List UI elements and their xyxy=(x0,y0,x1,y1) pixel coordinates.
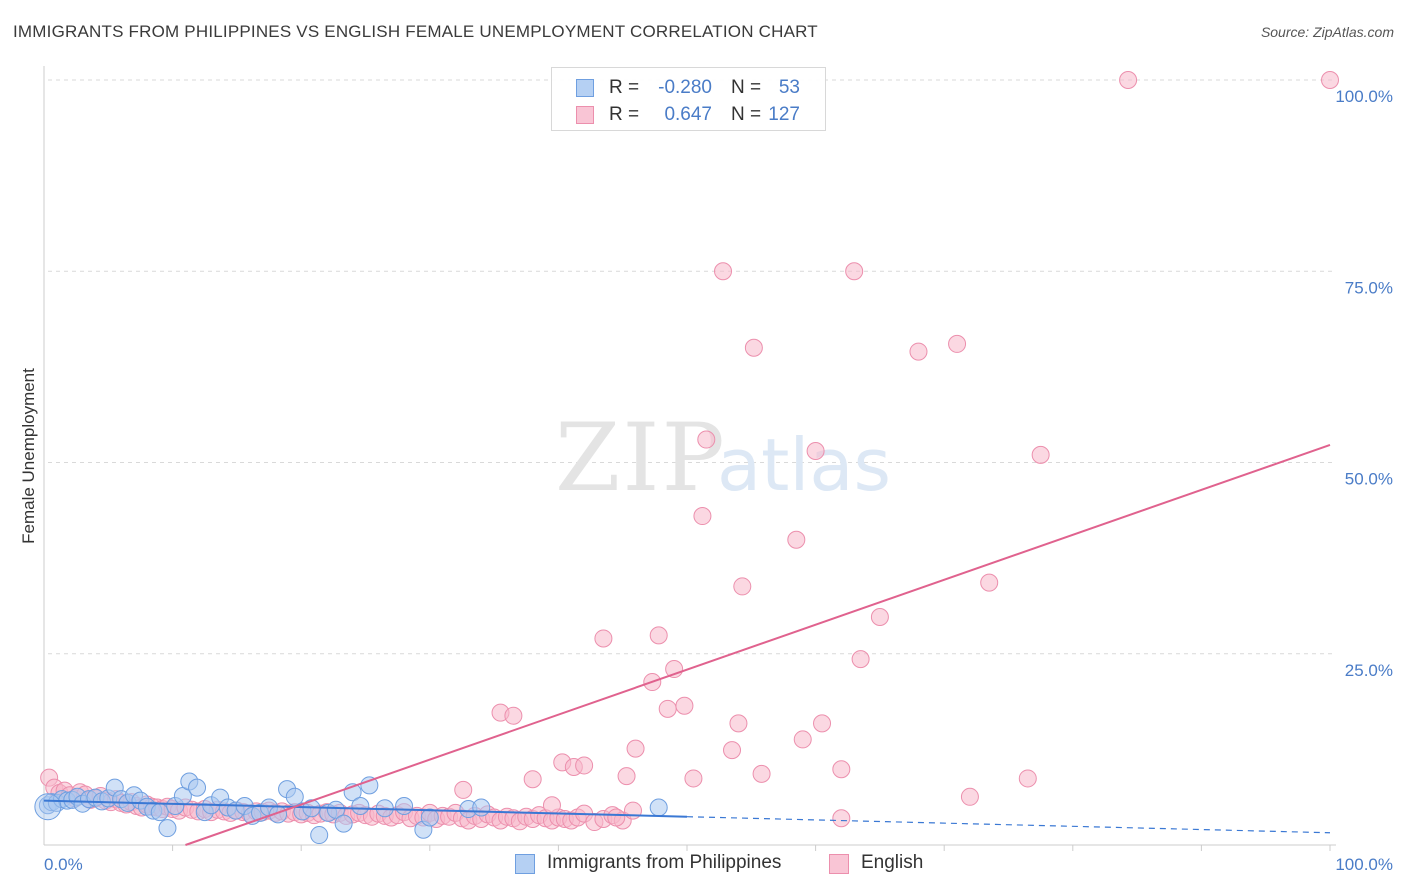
english-point xyxy=(607,808,626,827)
english-legend-swatch xyxy=(829,854,849,874)
r-value: 0.647 xyxy=(664,104,712,125)
english-point xyxy=(575,756,594,775)
english-point xyxy=(870,608,889,627)
english-point xyxy=(832,760,851,779)
n-value: 53 xyxy=(778,77,800,98)
english-point xyxy=(675,696,694,715)
r-value: -0.280 xyxy=(658,77,712,98)
english-point xyxy=(909,342,928,361)
y-tick-label: 50.0% xyxy=(1345,470,1393,489)
english-point xyxy=(697,430,716,449)
stats-legend: R = -0.280 N = 53 R = 0.647 N = 127 xyxy=(551,67,826,131)
philippines-legend-swatch xyxy=(515,854,535,874)
r-label: R = xyxy=(609,77,640,98)
english-point xyxy=(813,714,832,733)
philippines-point xyxy=(158,819,177,838)
english-point xyxy=(523,770,542,789)
english-point xyxy=(1321,71,1339,89)
watermark: ZIP atlas xyxy=(555,404,891,513)
watermark-atlas: atlas xyxy=(717,423,891,507)
philippines-point xyxy=(351,796,370,815)
english-point xyxy=(787,530,806,549)
philippines-point xyxy=(420,808,439,827)
english-point xyxy=(1018,769,1037,788)
n-value: 127 xyxy=(768,104,800,125)
philippines-point xyxy=(334,814,353,833)
english-point xyxy=(744,338,763,357)
english-point xyxy=(845,262,864,281)
english-point xyxy=(948,334,967,353)
chart-source: Source: ZipAtlas.com xyxy=(1260,24,1394,40)
philippines-point xyxy=(326,800,345,819)
english-point xyxy=(684,769,703,788)
y-tick-label: 25.0% xyxy=(1345,661,1393,680)
english-point xyxy=(504,706,523,725)
english-point xyxy=(806,442,825,461)
english-point xyxy=(752,764,771,783)
philippines-trend-extension xyxy=(686,816,1331,834)
english-point xyxy=(1119,71,1138,89)
x-tick-label-min: 0.0% xyxy=(44,855,83,874)
english-point xyxy=(723,741,742,760)
gridlines xyxy=(48,79,1332,655)
philippines-swatch xyxy=(576,79,594,97)
english-legend-label: English xyxy=(861,852,924,873)
r-label: R = xyxy=(609,104,640,125)
english-point xyxy=(623,801,642,820)
philippines-point-cluster xyxy=(34,793,62,821)
axes xyxy=(43,66,1336,851)
stats-legend-row-english: R = 0.647 N = 127 xyxy=(552,102,825,128)
english-point xyxy=(594,629,613,648)
english-point xyxy=(714,262,733,281)
philippines-point xyxy=(472,798,491,817)
tick-labels: 25.0% 50.0% 75.0% 100.0% 0.0% 100.0% Female Un… xyxy=(19,87,1393,874)
n-label: N = xyxy=(731,104,762,125)
philippines-point xyxy=(649,798,668,817)
english-point xyxy=(851,650,870,669)
english-point xyxy=(1031,445,1050,464)
philippines-point xyxy=(285,787,304,806)
english-point xyxy=(832,809,851,828)
english-point xyxy=(626,739,645,758)
english-swatch xyxy=(576,106,594,124)
stats-legend-row-philippines: R = -0.280 N = 53 xyxy=(552,75,825,101)
philippines-point xyxy=(150,803,169,822)
n-label: N = xyxy=(731,77,762,98)
english-point xyxy=(980,573,999,592)
philippines-point xyxy=(310,826,329,845)
english-point xyxy=(649,626,668,645)
philippines-point xyxy=(395,796,414,815)
english-point xyxy=(454,780,473,799)
english-point xyxy=(960,787,979,806)
y-axis-label: Female Unemployment xyxy=(19,368,38,544)
english-point xyxy=(729,714,748,733)
english-point xyxy=(733,577,752,596)
philippines-trend-line xyxy=(43,799,688,818)
trend-lines xyxy=(43,443,1331,846)
philippines-point xyxy=(188,778,207,797)
x-tick-label-max: 100.0% xyxy=(1335,855,1393,874)
english-point xyxy=(542,796,561,815)
english-trend-line xyxy=(185,443,1331,846)
y-tick-label: 100.0% xyxy=(1335,87,1393,106)
philippines-legend-label: Immigrants from Philippines xyxy=(547,852,782,873)
english-point xyxy=(693,507,712,526)
english-point xyxy=(793,730,812,749)
english-point xyxy=(658,699,677,718)
philippines-point xyxy=(360,776,379,795)
english-point xyxy=(617,767,636,786)
chart-title: IMMIGRANTS FROM PHILIPPINES VS ENGLISH F… xyxy=(13,22,818,41)
y-tick-label: 75.0% xyxy=(1345,278,1393,297)
watermark-zip: ZIP xyxy=(555,404,727,513)
